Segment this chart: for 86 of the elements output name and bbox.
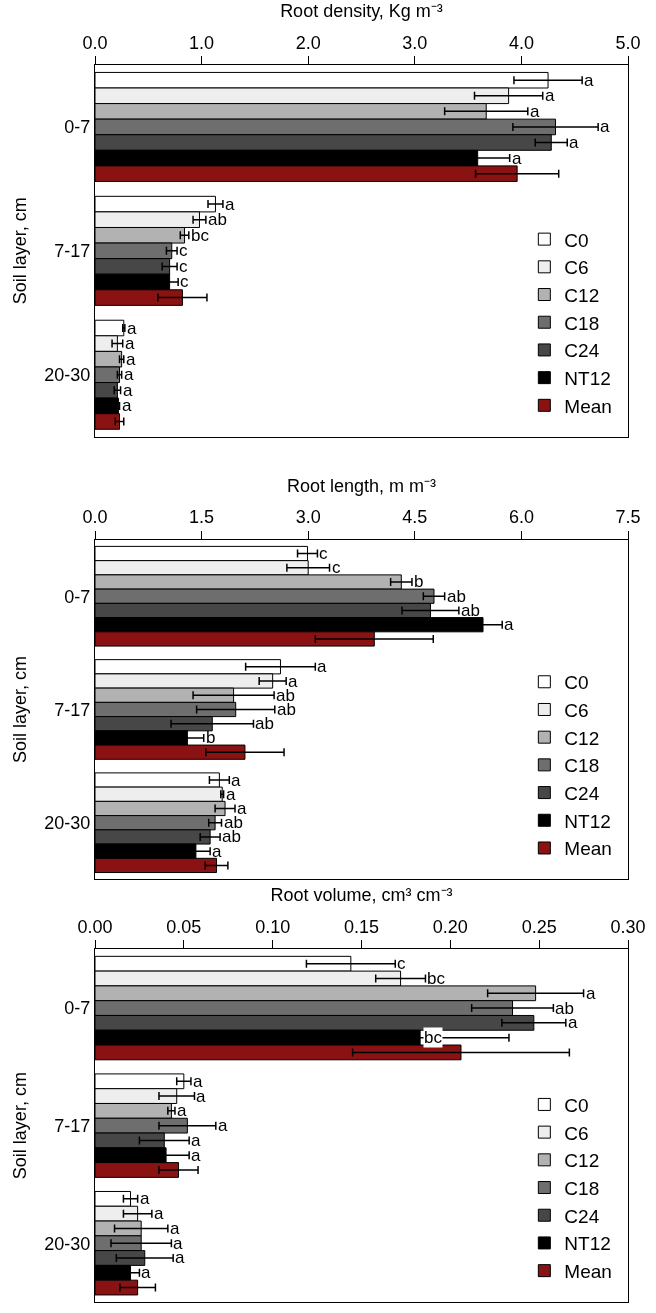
legend-label: Mean — [564, 838, 612, 860]
y-tick-label: 20-30 — [44, 365, 91, 386]
data-label: c — [397, 954, 406, 973]
data-label: a — [317, 657, 327, 676]
data-label: a — [504, 615, 514, 634]
x-tick-label: 0.0 — [82, 507, 108, 528]
data-label: bc — [427, 969, 446, 988]
legend-label: C18 — [564, 312, 600, 334]
y-axis-title: Soil layer, cm — [10, 1072, 31, 1180]
x-tick-label: 0.10 — [255, 916, 291, 937]
x-tick-label: 6.0 — [508, 507, 534, 528]
x-axis-title: Root volume, cm³ cm⁻³ — [270, 885, 453, 906]
y-tick-label: 7-17 — [54, 1115, 91, 1136]
x-axis-title: Root density, Kg m⁻³ — [280, 0, 443, 21]
y-tick-label: 7-17 — [54, 241, 91, 262]
data-label: a — [586, 984, 596, 1003]
x-tick-label: 1.5 — [189, 507, 215, 528]
legend-label: C24 — [564, 340, 600, 362]
legend-label: C12 — [564, 284, 600, 306]
legend-label: NT12 — [564, 810, 611, 832]
data-label: a — [154, 1204, 164, 1223]
y-tick-label: 20-30 — [44, 1233, 91, 1254]
data-label: c — [319, 544, 328, 563]
x-tick-label: 5.0 — [615, 32, 641, 53]
x-axis-title: Root length, m m⁻³ — [286, 475, 437, 496]
data-label: a — [600, 117, 610, 136]
x-tick-label: 0.00 — [77, 916, 113, 937]
legend-label: C18 — [564, 1177, 600, 1199]
legend-label: C6 — [564, 257, 589, 279]
legend-label: C18 — [564, 755, 600, 777]
x-tick-label: 0.15 — [343, 916, 380, 937]
legend-label: Mean — [564, 1261, 612, 1283]
data-label: a — [218, 1116, 228, 1135]
data-label: ab — [208, 210, 227, 229]
legend-label: C24 — [564, 782, 600, 804]
legend-label: Mean — [564, 395, 612, 417]
x-tick-label: 4.5 — [402, 507, 428, 528]
data-label: a — [237, 799, 247, 818]
y-tick-label: 0-7 — [64, 998, 91, 1019]
data-label: bc — [191, 226, 210, 245]
data-label: ab — [277, 700, 296, 719]
x-tick-label: 0.05 — [166, 916, 202, 937]
data-label: a — [545, 86, 555, 105]
x-tick-label: 1.0 — [189, 32, 215, 53]
legend-label: C6 — [564, 1122, 589, 1144]
legend-label: C0 — [564, 229, 589, 251]
data-label: b — [414, 572, 424, 591]
data-label: a — [512, 149, 522, 168]
data-label: b — [206, 728, 216, 747]
legend-label: C24 — [564, 1205, 600, 1227]
data-label: bc — [424, 1028, 443, 1047]
data-label: a — [212, 842, 222, 861]
data-label: c — [332, 558, 341, 577]
y-tick-label: 0-7 — [64, 586, 91, 607]
data-label: ab — [222, 827, 241, 846]
data-label: a — [140, 1189, 150, 1208]
data-label: a — [225, 195, 235, 214]
x-tick-label: 4.0 — [508, 32, 534, 53]
x-tick-label: 0.25 — [521, 916, 557, 937]
x-tick-label: 3.0 — [295, 507, 321, 528]
data-label: a — [141, 1263, 151, 1282]
legend-label: C12 — [564, 1150, 600, 1172]
data-label: a — [584, 71, 594, 90]
y-tick-label: 7-17 — [54, 699, 91, 720]
x-tick-label: 0.20 — [432, 916, 468, 937]
y-tick-label: 0-7 — [64, 117, 91, 138]
data-label: c — [179, 241, 188, 260]
data-label: ab — [255, 714, 274, 733]
x-tick-label: 2.0 — [295, 32, 321, 53]
x-tick-label: 3.0 — [402, 32, 428, 53]
legend-label: C6 — [564, 699, 589, 721]
legend-label: NT12 — [564, 1233, 611, 1255]
y-tick-label: 20-30 — [44, 813, 91, 834]
legend-label: C12 — [564, 727, 600, 749]
legend-label: NT12 — [564, 368, 611, 390]
data-label: a — [530, 102, 540, 121]
x-tick-label: 0.0 — [82, 32, 108, 53]
data-label: a — [177, 1101, 187, 1120]
data-label: a — [569, 133, 579, 152]
y-axis-title: Soil layer, cm — [10, 655, 31, 763]
y-axis-title: Soil layer, cm — [10, 197, 31, 305]
legend-label: C0 — [564, 672, 589, 694]
x-tick-label: 7.5 — [615, 507, 641, 528]
x-tick-label: 0.30 — [610, 916, 646, 937]
data-label: a — [288, 672, 298, 691]
legend-label: C0 — [564, 1094, 589, 1116]
